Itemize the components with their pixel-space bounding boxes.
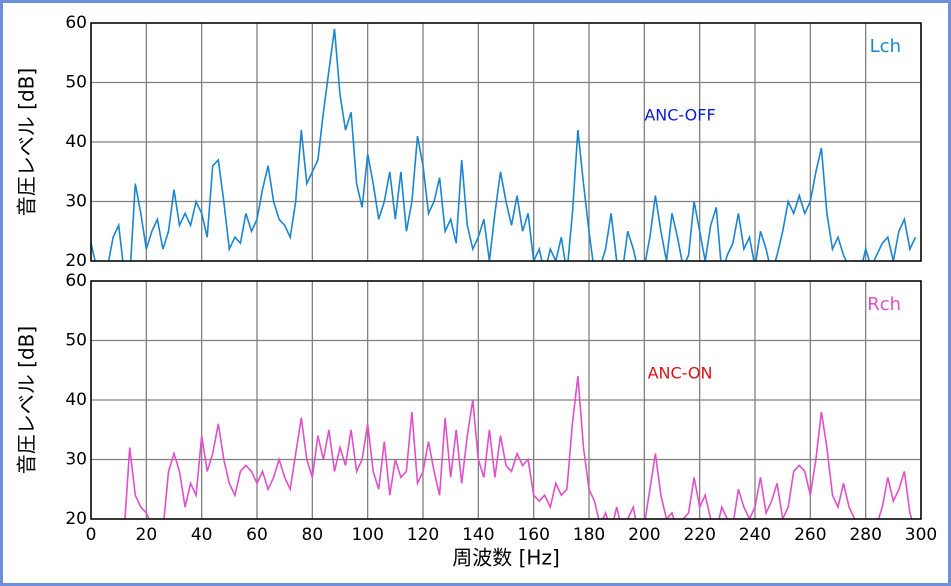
y-tick-label: 20 bbox=[65, 251, 87, 271]
y-tick-label: 40 bbox=[65, 390, 87, 410]
y-tick-label: 30 bbox=[65, 192, 87, 212]
x-tick-label: 300 bbox=[905, 525, 937, 545]
plot-border bbox=[90, 280, 922, 520]
legend-label: Lch bbox=[870, 36, 901, 57]
x-tick-label: 220 bbox=[683, 525, 715, 545]
x-tick-label: 80 bbox=[302, 525, 324, 545]
y-tick-label: 20 bbox=[65, 509, 87, 529]
y-tick-label: 60 bbox=[65, 271, 87, 291]
x-tick-label: 160 bbox=[517, 525, 549, 545]
x-tick-label: 0 bbox=[86, 525, 97, 545]
x-tick-label: 140 bbox=[462, 525, 494, 545]
x-tick-label: 260 bbox=[794, 525, 826, 545]
y-tick-label: 50 bbox=[65, 331, 87, 351]
x-tick-label: 180 bbox=[573, 525, 605, 545]
x-tick-label: 100 bbox=[351, 525, 383, 545]
y-tick-label: 40 bbox=[65, 132, 87, 152]
y-axis-label: 音圧レベル [dB] bbox=[15, 326, 39, 474]
y-axis-label: 音圧レベル [dB] bbox=[15, 68, 39, 216]
y-tick-label: 60 bbox=[65, 13, 87, 33]
annotation: ANC-OFF bbox=[644, 105, 715, 124]
x-tick-label: 20 bbox=[136, 525, 158, 545]
x-tick-label: 200 bbox=[628, 525, 660, 545]
x-tick-label: 240 bbox=[739, 525, 771, 545]
legend-label: Rch bbox=[867, 294, 901, 315]
x-tick-label: 120 bbox=[407, 525, 439, 545]
y-tick-label: 50 bbox=[65, 73, 87, 93]
y-tick-label: 30 bbox=[65, 450, 87, 470]
x-tick-label: 60 bbox=[246, 525, 268, 545]
line-series bbox=[124, 376, 913, 519]
annotation: ANC-ON bbox=[648, 363, 713, 382]
line-series bbox=[91, 28, 917, 261]
plot-border bbox=[90, 22, 922, 262]
x-axis-label: 周波数 [Hz] bbox=[452, 546, 560, 570]
x-tick-label: 280 bbox=[849, 525, 881, 545]
x-tick-label: 40 bbox=[191, 525, 213, 545]
